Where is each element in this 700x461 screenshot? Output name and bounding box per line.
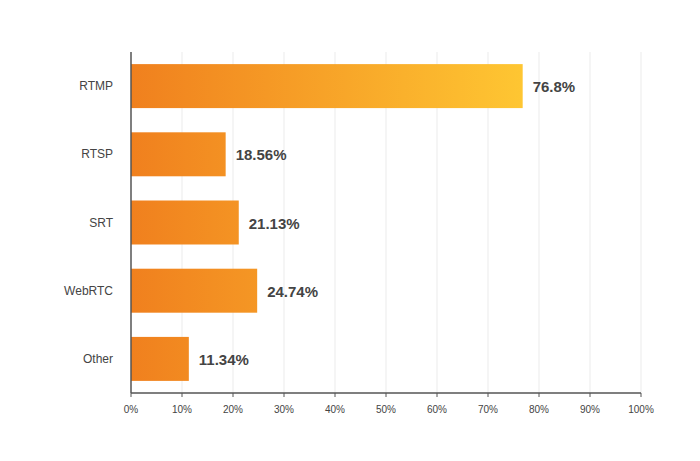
chart-svg: 0% 10% 20% 30% 40% 50% 60% 70% 80% 90% 100% 76.8% RT…: [0, 0, 700, 461]
bar: [131, 201, 239, 245]
data-label: 18.56%: [236, 146, 287, 163]
labels: 76.8% RTMP 18.56% RTSP 21.13% SRT 24.74% WebRTC…: [64, 78, 575, 368]
tick-label: 80%: [529, 404, 549, 415]
tick-label: 100%: [628, 404, 654, 415]
grid-line: [590, 52, 591, 393]
x-axis-line: [131, 392, 641, 394]
tick-label: 70%: [478, 404, 498, 415]
data-label: 21.13%: [249, 215, 300, 232]
chart-container: 0% 10% 20% 30% 40% 50% 60% 70% 80% 90% 100% 76.8% RT…: [0, 0, 700, 461]
tick-label: 60%: [427, 404, 447, 415]
tick-label: 20%: [223, 404, 243, 415]
bar: [131, 132, 226, 176]
category-label: SRT: [89, 216, 113, 230]
category-label: RTSP: [81, 147, 113, 161]
bar: [131, 269, 257, 313]
category-label: Other: [83, 352, 113, 366]
tick-label: 40%: [325, 404, 345, 415]
data-label: 11.34%: [199, 351, 249, 368]
bar: [131, 64, 523, 108]
tick-label: 10%: [172, 404, 192, 415]
tick-label: 0%: [124, 404, 139, 415]
y-axis-line: [130, 52, 132, 393]
category-label: WebRTC: [64, 284, 113, 298]
tick-label: 90%: [580, 404, 600, 415]
tick-label: 30%: [274, 404, 294, 415]
category-label: RTMP: [79, 79, 113, 93]
data-label: 24.74%: [267, 283, 318, 300]
tick-label: 50%: [376, 404, 396, 415]
bar: [131, 337, 189, 381]
grid-line: [539, 52, 540, 393]
grid-line: [641, 52, 642, 393]
bars: [131, 64, 523, 381]
data-label: 76.8%: [533, 78, 576, 95]
